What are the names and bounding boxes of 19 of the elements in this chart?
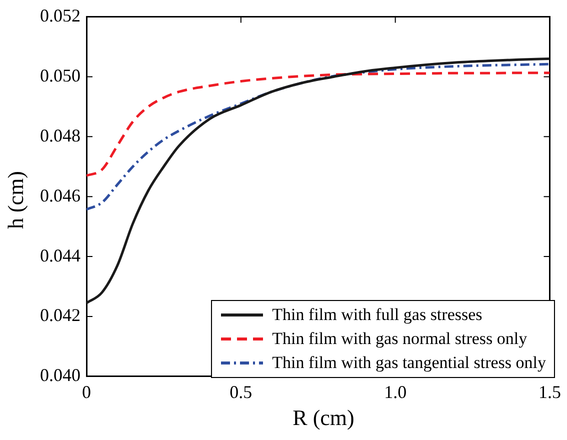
legend-label: Thin film with full gas stresses xyxy=(272,305,482,325)
line-series xyxy=(86,58,550,304)
x-tick-label: 0 xyxy=(82,382,91,402)
line-series xyxy=(86,72,550,177)
y-tick-label: 0.046 xyxy=(40,185,80,206)
y-tick-label: 0.048 xyxy=(40,125,80,146)
y-tick-label: 0.040 xyxy=(40,365,80,386)
legend-label: Thin film with gas normal stress only xyxy=(272,329,528,349)
y-tick-label: 0.042 xyxy=(40,305,80,326)
y-tick-label: 0.050 xyxy=(40,65,80,86)
line-series xyxy=(86,62,550,211)
y-tick-label: 0.044 xyxy=(40,245,80,266)
y-axis-title: h (cm) xyxy=(3,170,29,230)
x-tick-label: 1.5 xyxy=(538,382,561,402)
y-tick-label: 0.052 xyxy=(40,6,80,26)
x-axis-title: R (cm) xyxy=(292,405,356,431)
x-tick-label: 0.5 xyxy=(230,382,252,402)
x-tick-label: 1.0 xyxy=(384,382,407,402)
legend-label: Thin film with gas tangential stress only xyxy=(272,353,546,373)
